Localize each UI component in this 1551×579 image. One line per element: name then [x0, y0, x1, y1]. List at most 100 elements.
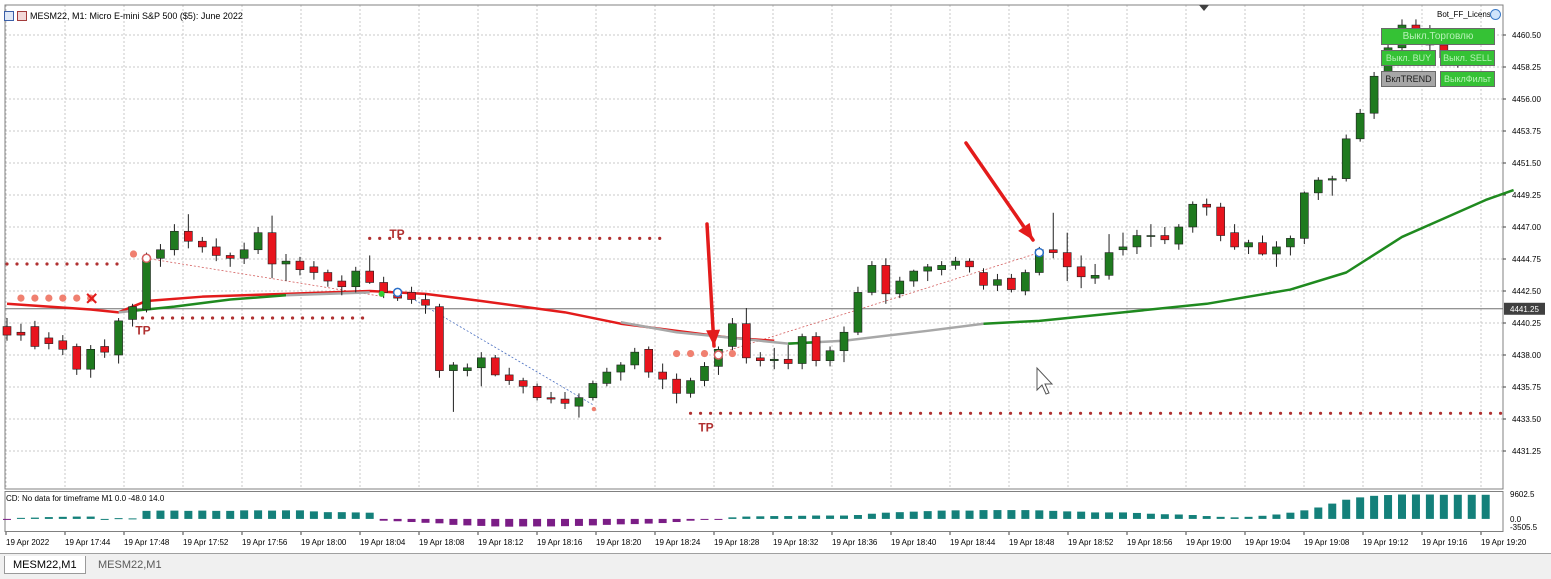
- candle-bull: [923, 266, 933, 272]
- histogram-bar: [477, 518, 486, 526]
- annotation-arrow-shaft: [964, 141, 1035, 242]
- chart-frame: [4, 4, 1504, 490]
- candle-bear: [1216, 206, 1225, 236]
- candle-bull: [1021, 272, 1030, 292]
- toggle-filter-button[interactable]: ВыклФильт: [1440, 71, 1495, 87]
- tp-level-dot: [1218, 411, 1223, 415]
- candle-bear: [1007, 277, 1016, 290]
- histogram-bar: [1132, 512, 1141, 519]
- signal-dot: [59, 294, 67, 302]
- tp-level-dot: [25, 262, 29, 266]
- candle-bull: [993, 279, 1002, 286]
- price-chart[interactable]: 4460.50 4458.25 4456.00 4453.75 4451.50 4449.…: [0, 0, 1551, 492]
- tp-level-dot: [918, 411, 923, 415]
- tp-level-dot: [115, 262, 119, 266]
- candle-bear: [16, 331, 26, 336]
- tp-level-dot: [708, 411, 713, 415]
- histogram-bar: [867, 513, 876, 519]
- tp-level-dot: [95, 262, 99, 266]
- candle-bull: [281, 260, 291, 265]
- tp-level-dot: [75, 262, 79, 266]
- histogram-bar: [72, 516, 81, 519]
- tp-level-dot: [1318, 411, 1323, 415]
- candle-bull: [797, 336, 807, 364]
- histogram-bar: [798, 515, 807, 519]
- candle-bull: [1369, 75, 1379, 114]
- histogram-bar: [1216, 516, 1225, 519]
- indicator-axis-label: -3505.5: [1510, 523, 1538, 532]
- tp-level-dot: [1118, 411, 1123, 415]
- signal-dot: [673, 349, 681, 358]
- tp-level-dot: [5, 262, 9, 266]
- candle-bear: [811, 336, 821, 361]
- candle-bear: [379, 282, 388, 293]
- tp-level-dot: [928, 411, 933, 415]
- candle-bear: [44, 337, 54, 344]
- signal-dot-green: [378, 290, 385, 297]
- tp-level-dot: [350, 316, 355, 320]
- tp-level-dot: [538, 236, 542, 240]
- tp-level-dot: [788, 411, 793, 415]
- histogram-bar: [337, 512, 346, 519]
- annotation-arrow-head: [706, 329, 721, 346]
- tp-level-dot: [230, 316, 235, 320]
- tp-level-dot: [998, 411, 1003, 415]
- histogram-bar: [1258, 515, 1267, 519]
- histogram-bar: [309, 511, 318, 519]
- tp-level-dot: [1498, 411, 1503, 415]
- ea-license-label: Bot_FF_License: [1437, 10, 1496, 19]
- toggle-trading-button[interactable]: Выкл.Торговлю: [1381, 28, 1495, 45]
- tp-level-dot: [1368, 411, 1373, 415]
- price-axis-label: 4447.00: [1512, 223, 1541, 232]
- histogram-bar: [226, 510, 235, 519]
- tp-level-dot: [948, 411, 953, 415]
- indicator-subwindow[interactable]: 9602.5 0.0-3505.5: [0, 491, 1551, 532]
- histogram-bar: [588, 518, 597, 526]
- tp-level-dot: [518, 236, 522, 240]
- ea-hat-icon[interactable]: [1490, 9, 1501, 20]
- chart-properties-icon[interactable]: [4, 11, 14, 21]
- tp-level-dot: [988, 411, 993, 415]
- tp-level-dot: [1088, 411, 1093, 415]
- histogram-bar: [672, 518, 681, 523]
- moving-average-green: [983, 188, 1515, 325]
- candle-bull: [1104, 252, 1114, 276]
- tp-level-dot: [378, 236, 382, 240]
- candle-bull: [825, 350, 835, 361]
- toggle-sell-button[interactable]: Выкл. SELL: [1440, 50, 1495, 66]
- candle-bull: [170, 230, 179, 251]
- tp-level-dot: [1388, 411, 1393, 415]
- tp-level-dot: [688, 411, 693, 415]
- chart-window[interactable]: 4460.50 4458.25 4456.00 4453.75 4451.50 4449.…: [0, 0, 1551, 553]
- candle-bull: [769, 358, 779, 361]
- candle-bull: [1132, 235, 1142, 248]
- candle-bull: [1300, 192, 1309, 239]
- toggle-trend-button[interactable]: ВклTREND: [1381, 71, 1436, 87]
- histogram-bar: [379, 518, 388, 521]
- candle-bear: [1230, 232, 1239, 248]
- trade-entry-icon: [141, 253, 152, 264]
- histogram-bar: [254, 510, 263, 519]
- candle-bear: [1048, 249, 1058, 253]
- toggle-buy-button[interactable]: Выкл. BUY: [1381, 50, 1436, 66]
- candle-bull: [1118, 246, 1128, 251]
- tab-mesm22-m1-active[interactable]: MESM22,M1: [4, 556, 86, 574]
- candle-bear: [1160, 235, 1170, 241]
- histogram-bar: [770, 516, 779, 519]
- histogram-bar: [1202, 516, 1211, 519]
- tp-level-dot: [1048, 411, 1053, 415]
- histogram-bar: [728, 517, 737, 519]
- tp-level-dot: [250, 316, 255, 320]
- tp-level-dot: [140, 316, 145, 320]
- time-axis-label: 19 Apr 18:32: [773, 538, 819, 547]
- price-axis-label: 4442.50: [1512, 287, 1541, 296]
- tab-mesm22-m1[interactable]: MESM22,M1: [98, 559, 162, 571]
- tp-level-dot: [1138, 411, 1143, 415]
- histogram-bar: [1272, 514, 1281, 519]
- symbol-icon[interactable]: [17, 11, 27, 21]
- tp-level-dot: [408, 236, 412, 240]
- tp-level-dot: [340, 316, 345, 320]
- current-price-label: 4441.25: [1510, 305, 1539, 314]
- chart-shift-marker: [1199, 5, 1209, 11]
- candle-bull: [588, 383, 598, 398]
